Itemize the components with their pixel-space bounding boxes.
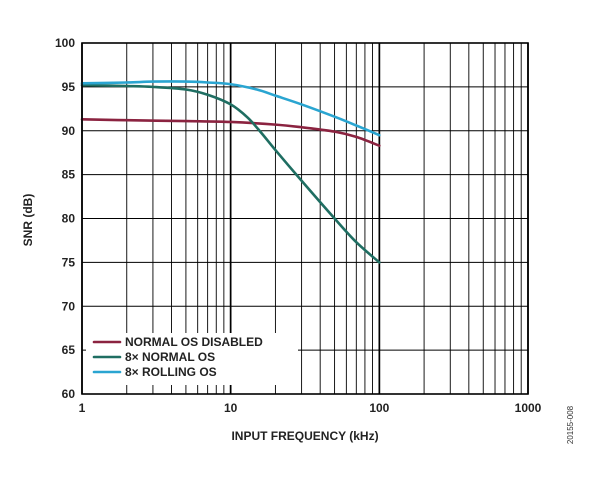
x-tick-label: 1000: [515, 401, 542, 415]
y-axis-label: SNR (dB): [21, 194, 35, 247]
x-axis-label: INPUT FREQUENCY (kHz): [231, 429, 378, 443]
figure-id: 20155-008: [566, 405, 575, 444]
x-tick-labels: 1 10 100 1000: [79, 401, 542, 415]
x-tick-label: 10: [224, 401, 238, 415]
legend-label: NORMAL OS DISABLED: [125, 335, 263, 349]
y-tick-label: 100: [55, 36, 75, 50]
y-tick-label: 85: [62, 168, 76, 182]
plot-frame: [81, 42, 529, 395]
series-line-3: [80, 80, 381, 137]
legend-label: 8× ROLLING OS: [125, 365, 217, 379]
series-lines: [80, 80, 381, 264]
y-tick-label: 90: [62, 124, 76, 138]
y-tick-label: 65: [62, 343, 76, 357]
legend-label: 8× NORMAL OS: [125, 350, 215, 364]
y-tick-label: 75: [62, 255, 76, 269]
series-line-1: [80, 118, 381, 147]
y-tick-label: 60: [62, 387, 76, 401]
x-tick-label: 100: [369, 401, 389, 415]
series-line-2: [80, 83, 381, 264]
y-tick-label: 70: [62, 299, 76, 313]
y-tick-label: 80: [62, 212, 76, 226]
y-tick-label: 95: [62, 80, 76, 94]
y-tick-labels: 60 65 70 75 80 85 90 95 100: [55, 36, 75, 401]
legend-background: [86, 333, 298, 385]
x-tick-label: 1: [79, 401, 86, 415]
plot-border: [81, 42, 529, 395]
